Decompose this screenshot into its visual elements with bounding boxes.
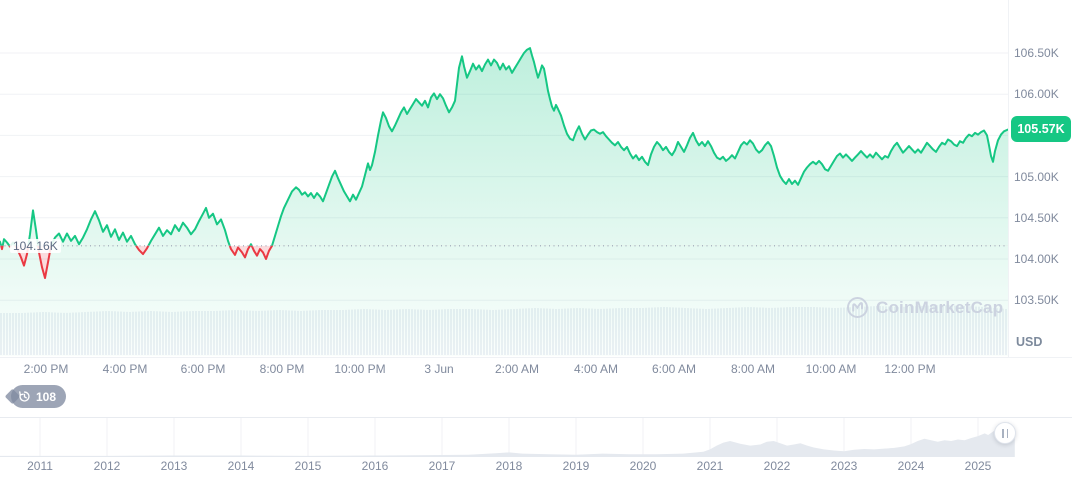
x-tick-label: 3 Jun [424,362,454,376]
drag-handle-icon [1006,428,1008,438]
current-price-badge: 105.57K [1011,116,1071,142]
timeline-year-label: 2015 [294,459,322,473]
history-count-badge[interactable]: 108 [11,385,67,408]
timeline-year-label: 2021 [696,459,724,473]
timeline-year-label: 2013 [160,459,188,473]
timeline-year-label: 2022 [763,459,791,473]
x-tick-label: 10:00 PM [334,362,386,376]
x-tick-label: 2:00 PM [23,362,69,376]
timeline-year-label: 2016 [361,459,389,473]
currency-label: USD [1016,335,1043,349]
x-tick-label: 12:00 PM [884,362,936,376]
history-clock-icon [19,391,30,402]
y-axis-divider [1008,0,1009,357]
timeline-year-label: 2019 [562,459,590,473]
timeline-year-label: 2011 [27,459,53,473]
timeline-year-label: 2020 [629,459,657,473]
x-tick-label: 4:00 PM [102,362,148,376]
timeline-year-label: 2018 [495,459,523,473]
x-tick-label: 10:00 AM [805,362,857,376]
y-tick-label: 104.50K [1014,211,1059,225]
x-tick-label: 2:00 AM [494,362,540,376]
drag-handle-icon [1002,428,1004,438]
y-tick-label: 106.50K [1014,46,1059,60]
chart-bottom-border [0,357,1072,358]
timeline-year-label: 2012 [93,459,121,473]
x-tick-label: 8:00 PM [259,362,305,376]
coinmarketcap-logo-icon [846,296,869,319]
x-tick-label: 4:00 AM [573,362,619,376]
y-tick-label: 104.00K [1014,252,1059,266]
watermark-text: CoinMarketCap [876,297,1004,317]
price-chart-canvas[interactable] [0,0,1008,358]
timeline-year-label: 2024 [897,459,925,473]
y-tick-label: 105.00K [1014,170,1059,184]
timeline-brush[interactable] [0,417,1072,458]
timeline-year-label: 2023 [830,459,858,473]
timeline-year-label: 2017 [428,459,456,473]
watermark: CoinMarketCap [846,296,1003,319]
open-price-label: 104.16K [10,239,61,253]
brush-right-handle[interactable] [994,422,1016,444]
y-tick-label: 106.00K [1014,87,1059,101]
history-count: 108 [36,389,57,404]
x-tick-label: 6:00 AM [651,362,697,376]
x-tick-label: 8:00 AM [730,362,776,376]
y-tick-label: 103.50K [1014,293,1059,307]
x-tick-label: 6:00 PM [180,362,226,376]
timeline-year-label: 2025 [964,459,992,473]
timeline-year-label: 2014 [227,459,255,473]
